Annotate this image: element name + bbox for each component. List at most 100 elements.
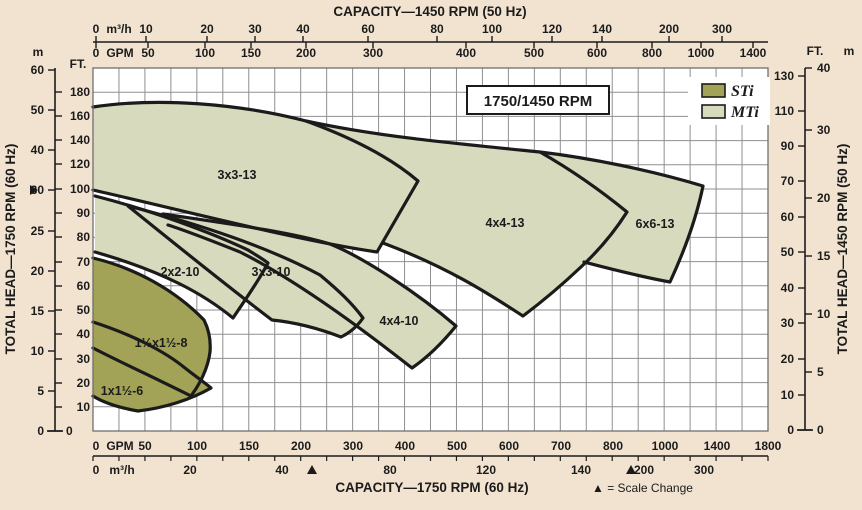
bottom-m3h-tick-label: 80	[383, 463, 397, 477]
right-ft-tick-label: 10	[781, 388, 795, 402]
envelope-fill-3x3-13	[93, 102, 418, 253]
left-m-tick-label: 60	[31, 63, 45, 77]
right-m-header: m	[844, 44, 855, 58]
scale-change-marker	[307, 465, 317, 474]
left-m-tick-label: 40	[31, 143, 45, 157]
left-ft-tick-label: 120	[70, 157, 90, 171]
envelope-label-1x1.5-6: 1x1½-6	[101, 384, 143, 398]
envelope-outline-1x1.5-6	[91, 320, 213, 413]
bottom-gpm-tick-label: 300	[343, 439, 363, 453]
envelope-label-3x3-13: 3x3-13	[218, 168, 257, 182]
right-m-tick-label: 10	[817, 307, 831, 321]
envelope-outline-4x4-13	[304, 119, 629, 318]
top-m3h-tick-label: 10	[139, 22, 153, 36]
right-ft-tick-label: 50	[781, 245, 795, 259]
bottom-m3h-unit-label: m³/h	[109, 463, 134, 477]
left-ft-tick-label: 40	[77, 327, 91, 341]
left-ft-header: FT.	[70, 57, 87, 71]
left-m-tick-label: 5	[37, 384, 44, 398]
right-ft-tick-label: 20	[781, 352, 795, 366]
bottom-gpm-tick-label: 1800	[755, 439, 782, 453]
right-ft-tick-label: 0	[787, 423, 794, 437]
bottom-gpm-tick-label: 50	[138, 439, 152, 453]
bottom-gpm-tick-label: 400	[395, 439, 415, 453]
right-ft-tick-label: 30	[781, 316, 795, 330]
bottom-m3h-tick-label: 200	[634, 463, 654, 477]
top-gpm-zero-label: 0	[93, 46, 100, 60]
bottom-axis-title: CAPACITY—1750 RPM (60 Hz)	[335, 480, 528, 495]
envelope-label-6x6-13: 6x6-13	[636, 217, 675, 231]
right-ft-tick-label: 130	[774, 69, 794, 83]
top-gpm-tick-label: 150	[241, 46, 261, 60]
right-ft-tick-label: 60	[781, 210, 795, 224]
scale-change-marker	[30, 185, 38, 195]
bottom-m3h-tick-label: 140	[571, 463, 591, 477]
bottom-gpm-tick-label: 500	[447, 439, 467, 453]
left-ft-tick-label: 80	[77, 230, 91, 244]
left-ft-tick-label: 180	[70, 85, 90, 99]
bottom-m3h-tick-label: 300	[694, 463, 714, 477]
left-ft-tick-label: 90	[77, 206, 91, 220]
bottom-gpm-tick-label: 1400	[704, 439, 731, 453]
right-m-tick-label: 15	[817, 249, 831, 263]
legend-label-STi: STi	[731, 83, 754, 100]
left-m-tick-label: 50	[31, 103, 45, 117]
right-axis-title: TOTAL HEAD—1450 RPM (50 Hz)	[835, 144, 850, 355]
envelope-outline-3x3-13	[91, 100, 420, 254]
left-m-header: m	[33, 45, 44, 59]
right-ft-tick-label: 90	[781, 139, 795, 153]
left-ft-tick-label: 60	[77, 279, 91, 293]
bottom-gpm-tick-label: 700	[551, 439, 571, 453]
left-ft-tick-label: 20	[77, 376, 91, 390]
top-gpm-tick-label: 600	[587, 46, 607, 60]
top-gpm-tick-label: 1000	[688, 46, 715, 60]
bottom-m3h-tick-label: 120	[476, 463, 496, 477]
plot-border	[92, 67, 769, 432]
envelope-fill-4x4-13	[306, 121, 627, 316]
bottom-m3h-tick-label: 20	[183, 463, 197, 477]
left-m-tick-label: 20	[31, 264, 45, 278]
envelope-label-2x2-10: 2x2-10	[161, 265, 200, 279]
top-m3h-tick-label: 80	[430, 22, 444, 36]
top-m3h-tick-label: 200	[659, 22, 679, 36]
envelope-fill-2x2-10	[95, 196, 268, 318]
top-m3h-tick-label: 300	[712, 22, 732, 36]
left-ft-tick-label: 70	[77, 255, 91, 269]
right-m-tick-label: 40	[817, 61, 831, 75]
envelope-label-4x4-13: 4x4-13	[486, 216, 525, 230]
rpm-box-label: 1750/1450 RPM	[484, 93, 592, 110]
envelope-label-3x3-10: 3x3-10	[252, 265, 291, 279]
envelope-outline-6x6-13	[538, 150, 705, 284]
top-gpm-unit-label: GPM	[106, 46, 133, 60]
top-m3h-tick-label: 30	[248, 22, 262, 36]
legend-label-MTi: MTi	[730, 104, 759, 121]
top-m3h-tick-label: 20	[200, 22, 214, 36]
legend-swatch-STi	[701, 83, 726, 98]
top-gpm-tick-label: 200	[296, 46, 316, 60]
scale-change-note: ▲ = Scale Change	[592, 481, 693, 495]
left-ft-tick-label: 100	[70, 182, 90, 196]
envelope-outline-4x4-10	[161, 212, 458, 370]
top-m3h-unit-label: m³/h	[106, 22, 131, 36]
bottom-gpm-zero-label: 0	[93, 439, 100, 453]
bottom-gpm-tick-label: 200	[291, 439, 311, 453]
scale-change-marker	[626, 465, 636, 474]
right-m-tick-label: 5	[817, 365, 824, 379]
envelope-label-1.5x1.5-8: 1½x1½-8	[135, 336, 188, 350]
left-ft-tick-label: 140	[70, 133, 90, 147]
right-m-tick-label: 0	[817, 423, 824, 437]
legend-swatch-MTi	[701, 104, 726, 119]
right-ft-tick-label: 110	[775, 104, 795, 118]
right-m-tick-label: 30	[817, 123, 831, 137]
top-m3h-tick-label: 140	[592, 22, 612, 36]
top-m3h-tick-label: 60	[361, 22, 375, 36]
top-gpm-tick-label: 800	[642, 46, 662, 60]
left-m-tick-label: 25	[31, 224, 45, 238]
envelope-outline-1.5x1.5-8	[91, 256, 212, 398]
bottom-gpm-tick-label: 800	[603, 439, 623, 453]
top-gpm-tick-label: 300	[363, 46, 383, 60]
rpm-box	[466, 85, 610, 115]
top-gpm-tick-label: 50	[141, 46, 155, 60]
